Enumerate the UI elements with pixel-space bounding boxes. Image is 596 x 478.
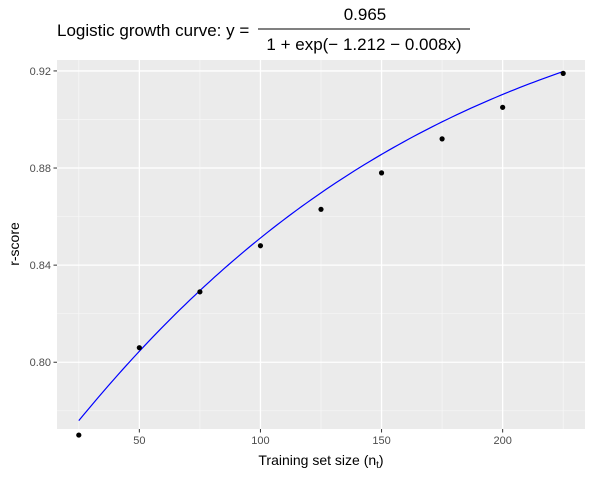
y-axis-title: r-score <box>6 222 22 266</box>
x-tick-label: 100 <box>251 435 269 447</box>
data-point <box>257 243 264 249</box>
title-denominator: 1 + exp(− 1.212 − 0.008x) <box>266 35 461 54</box>
chart-title: Logistic growth curve: y = 0.965 1 + exp… <box>57 5 470 54</box>
y-tick-label: 0.84 <box>30 260 51 272</box>
x-tick-label: 200 <box>493 435 511 447</box>
data-point <box>318 206 324 212</box>
x-axis-title-subscript: t <box>376 460 379 471</box>
data-point <box>560 70 566 76</box>
x-axis-title: Training set size (nt) <box>258 452 383 471</box>
data-point <box>378 170 385 176</box>
title-numerator: 0.965 <box>344 5 387 24</box>
x-tick-label: 150 <box>372 435 390 447</box>
y-tick-label: 0.88 <box>30 163 51 175</box>
fit-curve <box>78 70 564 422</box>
y-tick-label: 0.80 <box>30 357 51 369</box>
x-tick-label: 50 <box>133 435 145 447</box>
x-axis-title-main: Training set size (n <box>258 452 376 468</box>
points-layer <box>76 70 566 438</box>
data-point <box>76 432 82 438</box>
data-point <box>197 289 203 295</box>
grid-minor <box>57 60 585 429</box>
data-point <box>439 136 445 142</box>
fit-layer <box>78 70 564 422</box>
data-point <box>136 345 142 351</box>
x-axis: 50 100 150 200 <box>133 429 512 447</box>
title-prefix: Logistic growth curve: y = <box>57 21 249 40</box>
x-axis-title-suffix: ) <box>379 452 384 468</box>
data-point <box>500 104 506 110</box>
y-tick-label: 0.92 <box>30 66 51 78</box>
grid-major <box>57 60 585 429</box>
y-axis: 0.80 0.84 0.88 0.92 <box>30 66 57 369</box>
